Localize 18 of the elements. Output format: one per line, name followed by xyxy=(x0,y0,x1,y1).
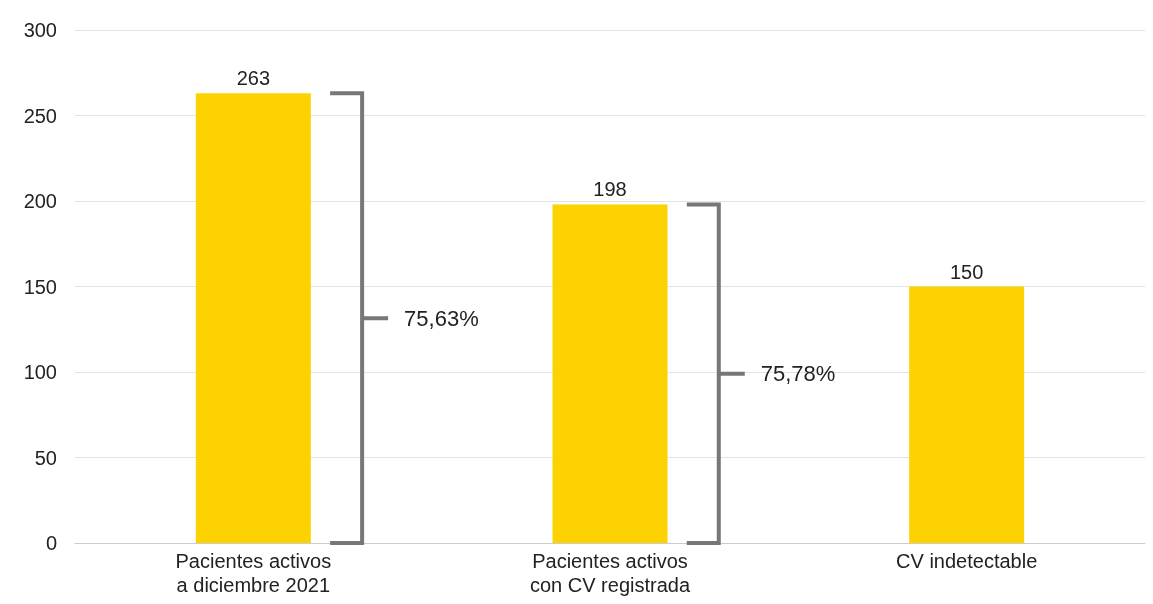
x-tick-label: Pacientes activos con CV registrada xyxy=(529,550,691,596)
annotation: 75,78% xyxy=(760,361,836,387)
y-tick-label: 250 xyxy=(23,104,57,127)
data-label: 263 xyxy=(236,67,271,90)
y-tick-label: 100 xyxy=(23,361,57,383)
annotation: 75,63% xyxy=(404,305,479,331)
bar xyxy=(552,204,668,543)
y-tick-label: 0 xyxy=(45,532,57,554)
y-tick-label: 300 xyxy=(23,19,57,41)
data-label: 198 xyxy=(593,178,627,201)
y-tick-label: 200 xyxy=(23,190,57,212)
y-tick-label: 50 xyxy=(34,446,57,469)
bar xyxy=(195,93,311,543)
data-label: 150 xyxy=(949,260,984,283)
bar xyxy=(909,286,1025,543)
y-tick-label: 150 xyxy=(23,275,57,298)
x-tick-label: Pacientes activos a diciembre 2021 xyxy=(175,550,332,596)
x-tick-label: CV indetectable xyxy=(896,550,1038,572)
